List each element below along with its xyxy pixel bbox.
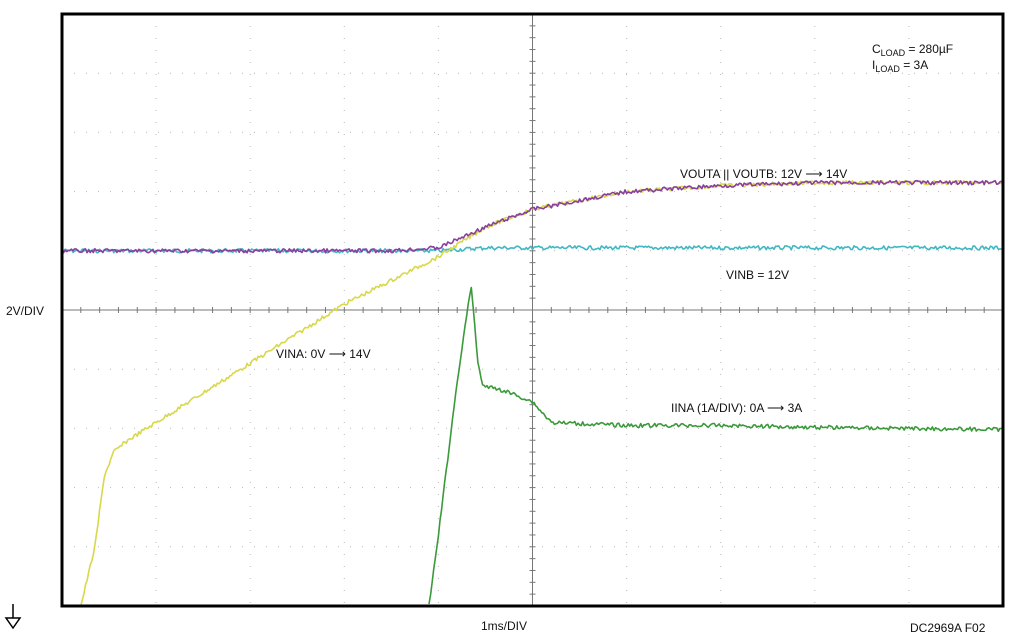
horizontal-scale-label: 1ms/DIV: [481, 619, 528, 633]
trace-label-vina: VINA: 0V ⟶ 14V: [276, 347, 371, 361]
ground-arrow-icon: [4, 604, 22, 630]
trace-label-vouta: VOUTA || VOUTB: 12V ⟶ 14V: [680, 167, 848, 181]
graticule-grid: [61, 13, 1004, 607]
vertical-scale-label: 2V/DIV: [6, 304, 45, 318]
figure-id: DC2969A F02: [910, 621, 986, 635]
trace-label-iina: IINA (1A/DIV): 0A ⟶ 3A: [671, 401, 803, 415]
condition-cload: CLOAD = 280µF: [872, 42, 954, 58]
trace-vouta: [61, 179, 1004, 254]
condition-iload: ILOAD = 3A: [872, 58, 929, 74]
trace-vinb: [61, 245, 1004, 254]
plot-frame: [60, 12, 1005, 608]
trace-layer: [61, 179, 1004, 607]
trace-label-vinb: VINB = 12V: [726, 268, 790, 282]
trace-vina: [80, 179, 1004, 607]
trace-iina: [428, 286, 1004, 605]
